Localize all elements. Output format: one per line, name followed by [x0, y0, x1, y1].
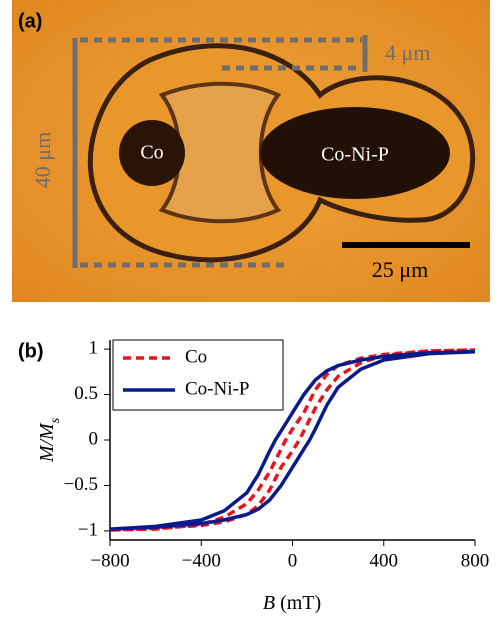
x-tick-label: −800	[90, 550, 129, 571]
particle-label: Co	[140, 142, 163, 164]
height-label: 40 μm	[30, 132, 55, 188]
gap-label: 4 μm	[385, 40, 430, 65]
y-tick-label: −1	[78, 519, 98, 540]
scale-label: 25 μm	[372, 257, 428, 282]
legend-label: Co	[185, 346, 207, 367]
panel-label: (b)	[18, 340, 44, 362]
y-axis-sub: s	[48, 417, 63, 423]
panel-label: (a)	[18, 10, 42, 32]
legend-label: Co-Ni-P	[185, 378, 249, 399]
x-axis-unit: (mT)	[280, 592, 321, 614]
y-tick-label: −0.5	[64, 474, 98, 495]
middle-structure	[158, 81, 282, 224]
co-particle	[119, 120, 185, 186]
hysteresis-chart: (b) B (mT) M/Ms −800 −400 0 400 800 1 0.5 0 −0.5…	[18, 337, 489, 613]
y-tick-label: 0.5	[74, 383, 98, 404]
x-tick-label: 800	[461, 550, 490, 571]
x-axis-label: B (mT)	[263, 592, 321, 614]
micrograph: (a) 4 μm 40 μm Co Co-Ni-P 25 μm	[12, 0, 490, 302]
co-ni-p-particle	[260, 107, 450, 199]
annotation-lines	[72, 35, 368, 268]
y-axis-main: M/M	[36, 422, 58, 463]
y-tick-label: 0	[89, 428, 99, 449]
series-line	[109, 348, 476, 532]
x-axis-symbol: B	[263, 592, 275, 614]
particle-label: Co-Ni-P	[321, 144, 389, 166]
legend-box	[112, 339, 284, 411]
x-tick-label: −400	[182, 550, 221, 571]
series-line	[109, 350, 476, 531]
y-axis-label: M/Ms	[36, 417, 63, 463]
x-tick-label: 0	[288, 550, 298, 571]
x-tick-label: 400	[370, 550, 399, 571]
y-tick-label: 1	[89, 337, 99, 358]
